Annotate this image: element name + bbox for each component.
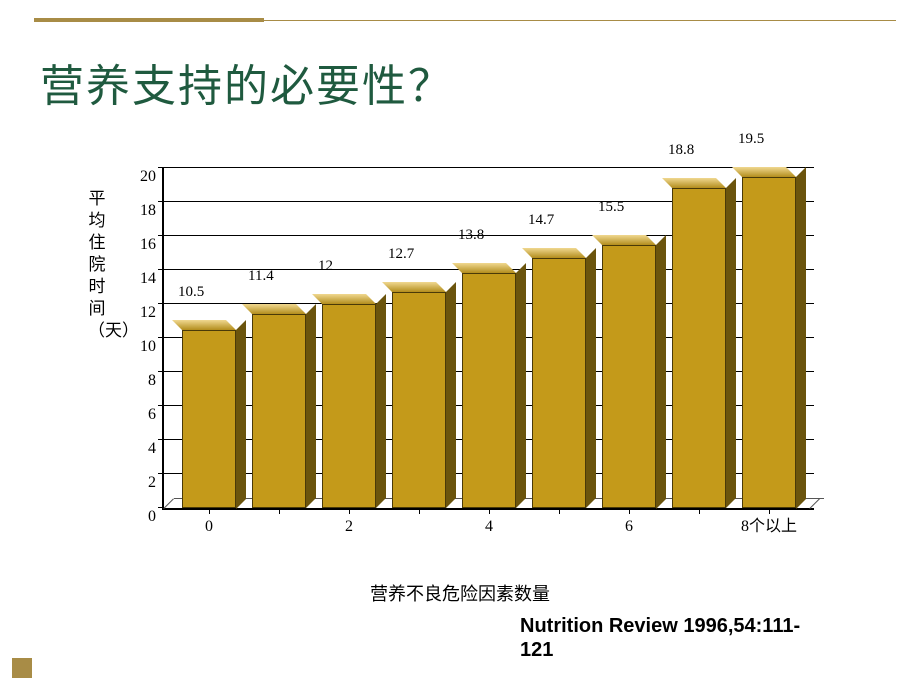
corner-square-icon xyxy=(12,658,32,678)
bar: 18.8 xyxy=(672,188,726,508)
accent-bar-short xyxy=(34,18,264,22)
y-tick-label: 18 xyxy=(124,202,156,220)
x-axis-title: 营养不良危险因素数量 xyxy=(90,580,830,606)
bar-value-label: 14.7 xyxy=(528,212,608,229)
citation-line-1: Nutrition Review 1996,54:111- xyxy=(520,615,800,637)
citation: Nutrition Review 1996,54:111- 121 xyxy=(520,614,870,662)
x-tick-label: 2 xyxy=(345,518,353,536)
bar-value-label: 10.5 xyxy=(178,284,258,301)
y-tick-label: 12 xyxy=(124,304,156,322)
bar: 13.8 xyxy=(462,273,516,508)
bar: 14.7 xyxy=(532,258,586,508)
y-tick-label: 2 xyxy=(124,474,156,492)
y-tick-label: 20 xyxy=(124,168,156,186)
page-title: 营养支持的必要性？ xyxy=(40,50,454,114)
y-axis-title: 平均住院时间（天） xyxy=(88,188,106,342)
bar-value-label: 19.5 xyxy=(738,131,818,148)
y-tick-label: 0 xyxy=(124,508,156,526)
bar-value-label: 11.4 xyxy=(248,268,328,285)
y-tick-label: 8 xyxy=(124,372,156,390)
bar: 12.7 xyxy=(392,292,446,508)
accent-bar-long xyxy=(264,20,896,21)
x-tick-label: 0 xyxy=(205,518,213,536)
y-tick-label: 6 xyxy=(124,406,156,424)
plot-area: 0246810121416182010.5011.412212.713.8414… xyxy=(162,168,814,510)
slide: 营养支持的必要性？ 平均住院时间（天） 0246810121416182010.… xyxy=(0,0,920,690)
bar-value-label: 18.8 xyxy=(668,142,748,159)
bar: 12 xyxy=(322,304,376,508)
bar: 19.5 xyxy=(742,177,796,509)
y-tick-label: 16 xyxy=(124,236,156,254)
bar: 11.4 xyxy=(252,314,306,508)
bar-value-label: 15.5 xyxy=(598,199,678,216)
bar-value-label: 13.8 xyxy=(458,227,538,244)
x-tick-label: 4 xyxy=(485,518,493,536)
bar: 10.5 xyxy=(182,330,236,509)
y-tick-label: 14 xyxy=(124,270,156,288)
x-tick-label: 6 xyxy=(625,518,633,536)
y-tick-label: 4 xyxy=(124,440,156,458)
citation-line-2: 121 xyxy=(520,639,553,661)
x-tick-label: 8个以上 xyxy=(741,512,797,536)
bar-value-label: 12 xyxy=(318,258,398,275)
y-tick-label: 10 xyxy=(124,338,156,356)
bar-value-label: 12.7 xyxy=(388,246,468,263)
chart: 平均住院时间（天） 0246810121416182010.5011.41221… xyxy=(90,168,830,558)
bar: 15.5 xyxy=(602,245,656,509)
grid-line xyxy=(164,167,814,168)
